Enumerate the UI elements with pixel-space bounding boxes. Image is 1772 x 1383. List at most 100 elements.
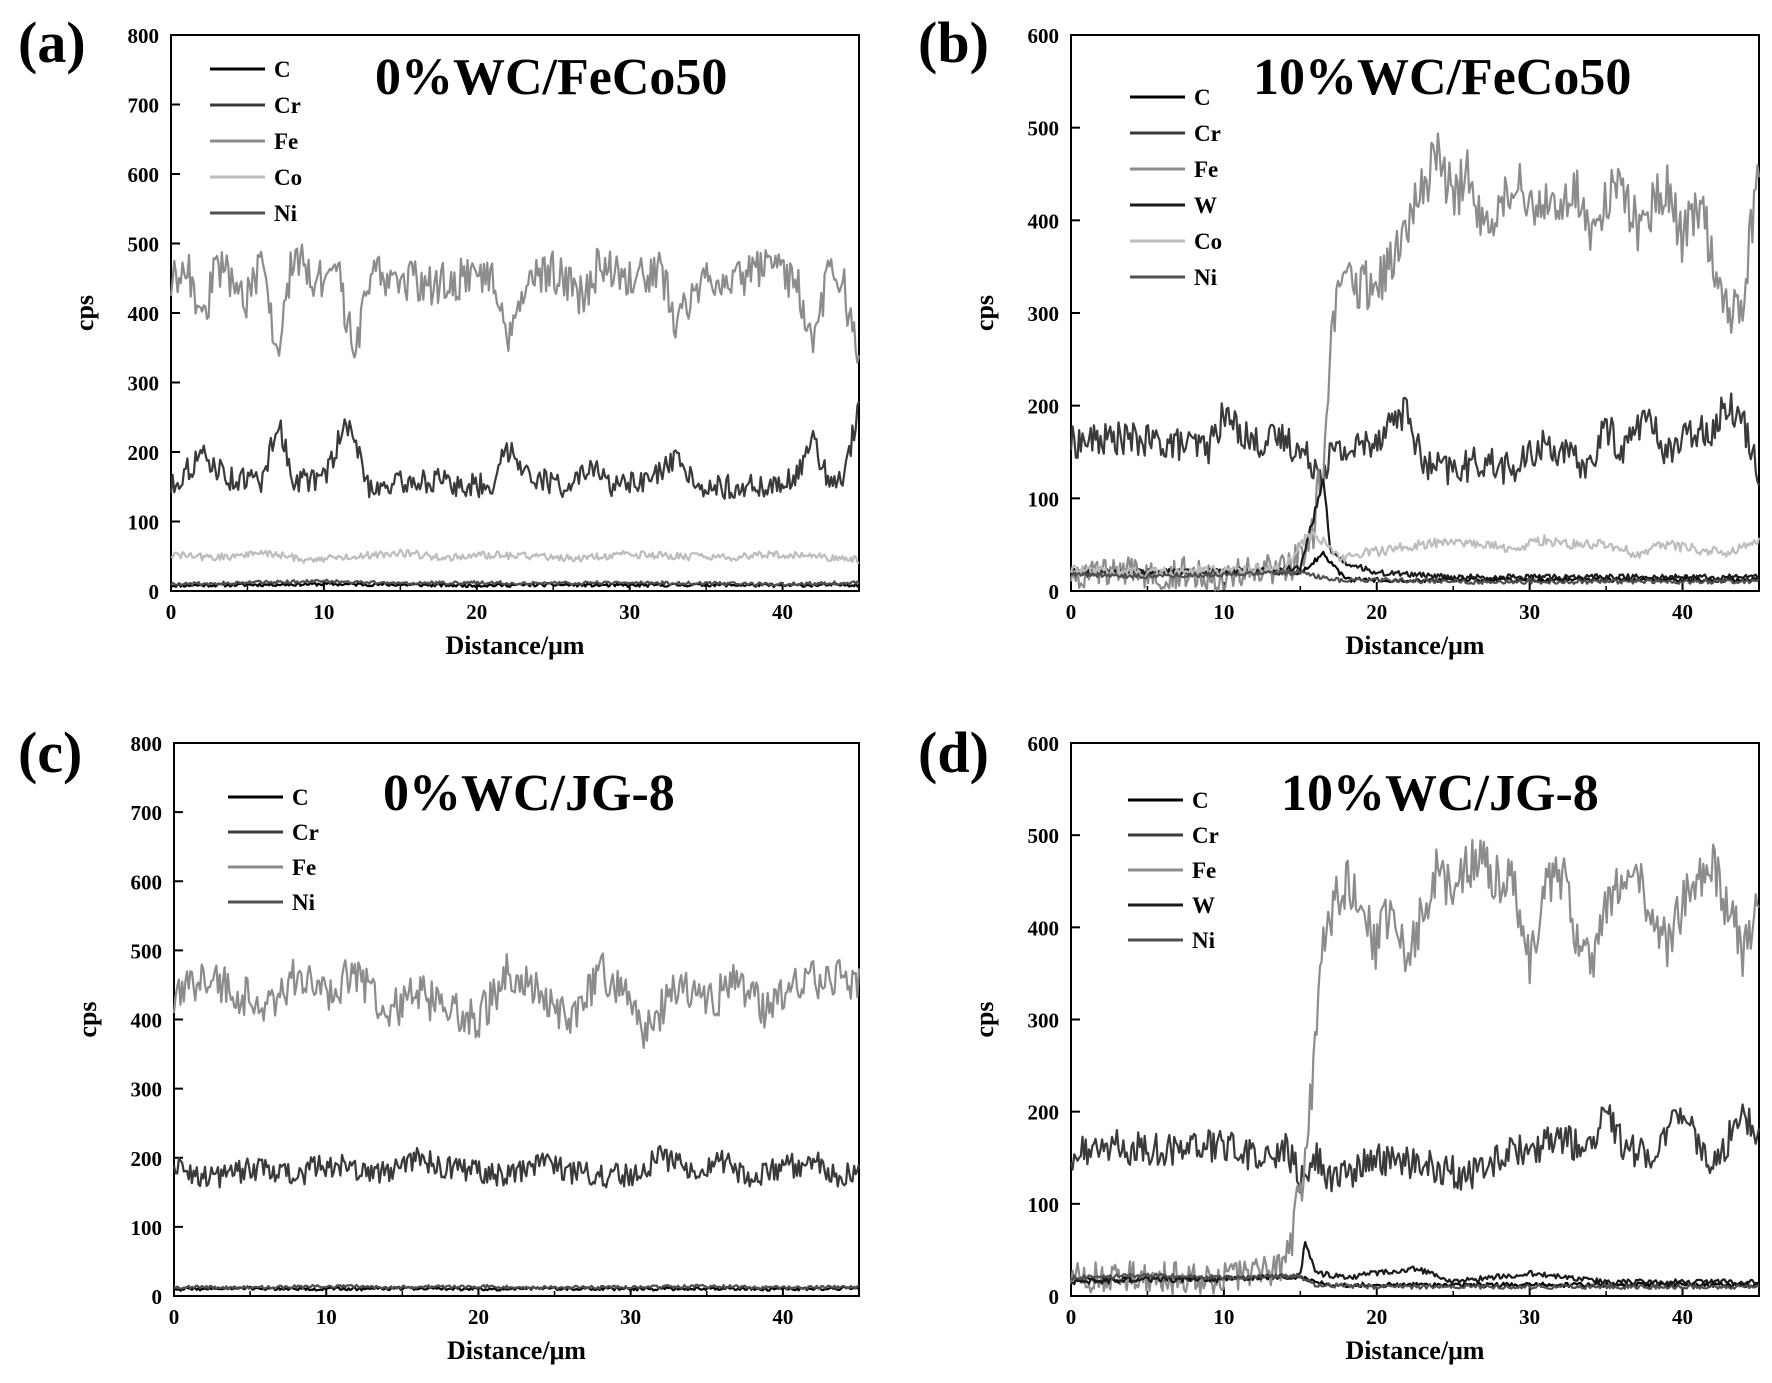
legend-label-cr: Cr: [1194, 121, 1221, 146]
legend-label-fe: Fe: [1192, 858, 1216, 883]
panel-d-series-ni: [1070, 1272, 1760, 1291]
panel-c-ytick-label: 200: [131, 1147, 163, 1171]
panel-b-plot-area: [1070, 34, 1760, 592]
panel-a-letter: (a): [18, 10, 86, 75]
panel-d-xtick-label: 20: [1366, 1305, 1387, 1329]
panel-b-xtick-label: 40: [1672, 600, 1693, 624]
legend-label-c: C: [1194, 85, 1211, 110]
panel-b-series-ni: [1070, 569, 1760, 585]
panel-a-title: 0%WC/FeCo50: [375, 49, 727, 106]
panel-d-series-cr: [1069, 1103, 1761, 1194]
panel-a-series-fe: [169, 243, 861, 364]
panel-b-legend: C Cr Fe W Co Ni: [1130, 85, 1222, 290]
legend-label-ni: Ni: [292, 890, 316, 915]
panel-d-xtick-label: 40: [1672, 1305, 1693, 1329]
panel-a-xtick-label: 20: [466, 600, 487, 624]
panel-c-xtick-label: 30: [620, 1305, 641, 1329]
panel-d-legend: C Cr Fe W Ni: [1128, 788, 1219, 953]
panel-d-ytick-label: 500: [1028, 824, 1060, 848]
panel-c-legend: C Cr Fe Ni: [228, 785, 319, 915]
panel-a-xtick-label: 30: [619, 600, 640, 624]
panel-c-ytick-label: 500: [131, 939, 163, 963]
panel-d-series-w: [1070, 1241, 1760, 1286]
panel-b: (b) 10%WC/FeCo50 0 100 200 300 400 500 600 0 10 2…: [918, 10, 1761, 660]
panel-c-marks: 0 100 200 300 400 500 600 700 800 0 10 20 30 40 Distan…: [73, 732, 861, 1365]
panel-b-series-w: [1070, 478, 1760, 581]
legend-label-c: C: [292, 785, 309, 810]
legend-label-cr: Cr: [274, 93, 301, 118]
panel-b-xtick-label: 20: [1366, 600, 1387, 624]
panel-c-ytick-label: 700: [131, 801, 163, 825]
panel-c: (c) 0%WC/JG-8 0 100 200 300 400 500 600 700 800 0…: [18, 720, 861, 1365]
panel-c-ytick-label: 400: [131, 1009, 163, 1033]
legend-label-ni: Ni: [1194, 265, 1218, 290]
panel-c-ytick-label: 100: [131, 1216, 163, 1240]
panel-a-ytick-label: 700: [128, 94, 160, 118]
legend-label-c: C: [1192, 788, 1209, 813]
panel-c-ytick-label: 300: [131, 1078, 163, 1102]
panel-d-xtick-label: 0: [1066, 1305, 1077, 1329]
panel-c-ytick-label: 800: [131, 732, 163, 756]
panel-b-title: 10%WC/FeCo50: [1253, 49, 1631, 106]
panel-d-plot-area: [1070, 742, 1760, 1297]
panel-d-ytick-label: 400: [1028, 916, 1060, 940]
panel-b-ytick-label: 300: [1028, 302, 1060, 326]
panel-a-ytick-label: 200: [128, 441, 160, 465]
panel-b-xtick-label: 0: [1066, 600, 1077, 624]
panel-a-xtick-label: 40: [772, 600, 793, 624]
panel-c-xtick-label: 0: [169, 1305, 180, 1329]
panel-a-ytick-label: 400: [128, 302, 160, 326]
panel-a-ylabel: cps: [70, 295, 99, 331]
panel-b-xtick-label: 30: [1519, 600, 1540, 624]
legend-label-fe: Fe: [1194, 157, 1218, 182]
panel-a-ytick-label: 100: [128, 511, 160, 535]
panel-a-series-cr: [169, 400, 861, 500]
panel-a-ytick-label: 500: [128, 233, 160, 257]
panel-a-xlabel: Distance/μm: [446, 631, 585, 660]
panel-d-xtick-label: 30: [1519, 1305, 1540, 1329]
panel-a-ytick-label: 800: [128, 24, 160, 48]
legend-label-co: Co: [1194, 229, 1222, 254]
panel-d-ytick-label: 0: [1049, 1285, 1060, 1309]
panel-a-marks: 0 100 200 300 400 500 600 700 800 0 10 20 30 40 Distan…: [70, 24, 861, 660]
panel-c-xtick-label: 40: [772, 1305, 793, 1329]
panel-b-series-co: [1069, 530, 1761, 579]
panel-c-ytick-label: 0: [152, 1285, 163, 1309]
panel-a: (a) 0%WC/FeCo50 010020030040050060070080…: [18, 10, 861, 660]
panel-b-letter: (b): [918, 10, 989, 75]
panel-b-xtick-label: 10: [1213, 600, 1234, 624]
panel-b-ylabel: cps: [970, 295, 999, 331]
panel-b-series-cr: [1069, 392, 1761, 486]
panel-a-plot-area: [170, 34, 860, 592]
panel-a-series-ni: [170, 578, 860, 587]
panel-d-ylabel: cps: [970, 1001, 999, 1037]
panel-b-marks: 0 100 200 300 400 500 600 0 10 20 30 40 Distance/μm c…: [970, 24, 1761, 660]
panel-d-series-fe: [1069, 838, 1760, 1296]
legend-label-ni: Ni: [274, 201, 298, 226]
panel-a-series-co: [170, 548, 860, 565]
panel-d: (d) 10%WC/JG-8 0 100 200 300 400 500 600 0 10 20 3…: [918, 720, 1761, 1365]
panel-c-plot-area: [173, 742, 860, 1297]
panel-d-ytick-label: 100: [1028, 1193, 1060, 1217]
panel-d-title: 10%WC/JG-8: [1281, 765, 1599, 822]
panel-c-series-ni: [174, 1283, 860, 1291]
panel-a-xtick-label: 10: [313, 600, 334, 624]
legend-label-fe: Fe: [292, 855, 316, 880]
panel-c-ytick-label: 600: [131, 870, 163, 894]
legend-label-c: C: [274, 57, 291, 82]
panel-d-ytick-label: 600: [1028, 732, 1060, 756]
panel-a-ytick-label: 0: [149, 580, 160, 604]
panel-a-ytick-label: 300: [128, 372, 160, 396]
panel-c-xtick-label: 20: [468, 1305, 489, 1329]
panel-c-letter: (c): [18, 720, 82, 785]
legend-label-w: W: [1194, 193, 1217, 218]
panel-d-ytick-label: 300: [1028, 1009, 1060, 1033]
panel-b-series-fe: [1069, 132, 1761, 592]
panel-c-xlabel: Distance/μm: [447, 1336, 586, 1365]
panel-a-legend: C Cr Fe Co Ni: [210, 57, 302, 226]
legend-label-ni: Ni: [1192, 928, 1216, 953]
panel-b-ytick-label: 400: [1028, 209, 1060, 233]
panel-b-ytick-label: 500: [1028, 117, 1060, 141]
panel-c-title: 0%WC/JG-8: [383, 765, 675, 822]
